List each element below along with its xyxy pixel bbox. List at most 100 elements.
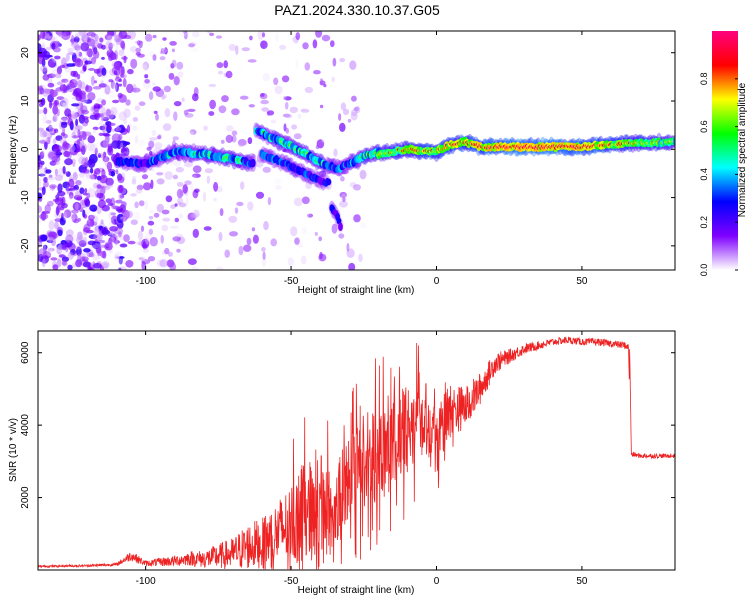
spectrogram-noise-cell bbox=[295, 32, 301, 41]
spectrogram-noise-cell bbox=[62, 242, 68, 250]
spectrogram-noise-cell bbox=[68, 188, 76, 192]
spectrogram-noise-cell bbox=[192, 209, 200, 218]
spectrogram-noise-cell bbox=[330, 40, 335, 48]
spectrogram-noise-cell bbox=[267, 197, 272, 206]
spectrogram-noise-cell bbox=[101, 112, 108, 120]
spectrogram-noise-cell bbox=[61, 260, 67, 266]
spectrogram-noise-cell bbox=[215, 35, 223, 39]
spectrogram-noise-cell bbox=[118, 231, 122, 238]
spectrogram-noise-cell bbox=[80, 102, 84, 112]
spectrogram-noise-cell bbox=[130, 219, 138, 225]
spectrogram-noise-cell bbox=[47, 177, 54, 183]
spectrogram-noise-cell bbox=[134, 201, 139, 209]
spectrogram-noise-cell bbox=[117, 176, 125, 184]
spectrogram-noise-cell bbox=[131, 175, 137, 181]
spectrogram-noise-cell bbox=[342, 108, 350, 116]
spectrogram-noise-cell bbox=[338, 233, 345, 239]
spectrogram-noise-cell bbox=[101, 44, 106, 50]
spectrogram-noise-cell bbox=[194, 188, 200, 193]
spectrogram-noise-cell bbox=[40, 31, 46, 40]
spectrogram-noise-cell bbox=[262, 72, 271, 82]
spectrogram-noise-cell bbox=[282, 148, 287, 153]
spectrogram-noise-cell bbox=[83, 214, 88, 219]
spectrogram-noise-cell bbox=[165, 66, 171, 71]
spectrogram-noise-cell bbox=[47, 150, 57, 161]
spectrogram-noise-cell bbox=[262, 251, 266, 260]
spectrogram-noise-cell bbox=[169, 41, 177, 46]
spectrogram-noise-cell bbox=[113, 83, 118, 92]
spectrogram-noise-cell bbox=[148, 215, 154, 220]
spectrogram-noise-cell bbox=[321, 34, 331, 42]
spectrogram-noise-cell bbox=[204, 168, 214, 174]
spectrogram-noise-cell bbox=[64, 108, 71, 115]
spectrogram-noise-cell bbox=[38, 248, 47, 257]
spectrogram-noise-cell bbox=[71, 155, 81, 161]
spectrogram-noise-cell bbox=[152, 34, 157, 39]
spectrogram-noise-cell bbox=[186, 65, 192, 73]
spectrogram-noise-cell bbox=[218, 231, 223, 242]
spectrogram-noise-cell bbox=[51, 185, 56, 190]
spectrogram-noise-cell bbox=[73, 36, 80, 43]
spectrogram-noise-cell bbox=[133, 211, 141, 220]
spectrogram-noise-cell bbox=[164, 171, 173, 180]
spectrogram-noise-cell bbox=[123, 234, 130, 243]
spectrogram-noise-cell bbox=[109, 93, 116, 99]
spectrogram-marks bbox=[38, 31, 675, 270]
spectrogram-noise-cell bbox=[295, 59, 299, 69]
spectrogram-noise-cell bbox=[108, 42, 113, 51]
spectrogram-noise-cell bbox=[77, 79, 82, 90]
spectrogram-noise-cell bbox=[46, 236, 55, 242]
spectrogram-noise-cell bbox=[143, 182, 152, 191]
spectrogram-noise-cell bbox=[360, 222, 367, 229]
spectrogram-noise-cell bbox=[102, 124, 106, 134]
spectrogram-noise-cell bbox=[153, 147, 163, 154]
spectrogram-noise-cell bbox=[117, 266, 127, 270]
spectrogram-noise-cell bbox=[241, 47, 250, 52]
spectrogram-noise-cell bbox=[213, 197, 217, 202]
spectrogram-noise-cell bbox=[350, 111, 358, 121]
spectrogram-noise-cell bbox=[187, 108, 196, 112]
spectrogram-noise-cell bbox=[80, 139, 84, 146]
spectrogram-noise-cell bbox=[71, 189, 80, 194]
spectrogram-noise-cell bbox=[115, 41, 119, 51]
spectrogram-noise-cell bbox=[127, 180, 136, 186]
spectrogram-noise-cell bbox=[120, 215, 128, 222]
spectrogram-noise-cell bbox=[219, 208, 224, 217]
spectrogram-noise-cell bbox=[154, 142, 163, 149]
spectrogram-noise-cell bbox=[353, 184, 361, 191]
spectrogram-noise-cell bbox=[75, 44, 81, 51]
spectrogram-noise-cell bbox=[138, 101, 146, 106]
spectrogram-noise-cell bbox=[282, 113, 291, 118]
spectrogram-x-axis-label: Height of straight line (km) bbox=[298, 285, 415, 296]
spectrogram-noise-cell bbox=[85, 205, 91, 216]
spectrogram-noise-cell bbox=[114, 251, 123, 258]
spectrogram-noise-cell bbox=[93, 68, 101, 74]
spectrogram-noise-cell bbox=[45, 31, 53, 41]
spectrogram-noise-cell bbox=[285, 127, 289, 134]
spectrogram-noise-cell bbox=[136, 242, 142, 246]
spectrogram-noise-cell bbox=[181, 97, 185, 102]
spectrogram-noise-cell bbox=[228, 215, 238, 223]
spectrogram-noise-cell bbox=[168, 157, 175, 166]
spectrogram-noise-cell bbox=[90, 57, 97, 65]
spectrogram-noise-cell bbox=[84, 99, 93, 104]
spectrogram-noise-cell bbox=[48, 231, 57, 239]
spectrogram-noise-cell bbox=[55, 194, 60, 200]
spectrogram-noise-cell bbox=[238, 142, 244, 148]
spectrogram-noise-cell bbox=[88, 234, 98, 240]
spectrogram-noise-cell bbox=[43, 176, 48, 183]
spectrogram-noise-cell bbox=[68, 195, 74, 200]
spectrogram-noise-cell bbox=[43, 130, 47, 138]
spectrogram-noise-cell bbox=[84, 197, 90, 206]
spectrogram-noise-cell bbox=[75, 221, 84, 230]
spectrogram-noise-cell bbox=[126, 83, 134, 94]
spectrogram-noise-cell bbox=[60, 202, 68, 209]
spectrogram-noise-cell bbox=[52, 198, 61, 202]
spectrogram-noise-cell bbox=[73, 41, 77, 48]
spectrogram-noise-cell bbox=[55, 73, 62, 79]
spectrogram-noise-cell bbox=[42, 244, 48, 250]
spectrogram-noise-cell bbox=[172, 174, 179, 180]
spectrogram-noise-cell bbox=[46, 176, 56, 180]
spectrogram-noise-cell bbox=[184, 160, 193, 168]
